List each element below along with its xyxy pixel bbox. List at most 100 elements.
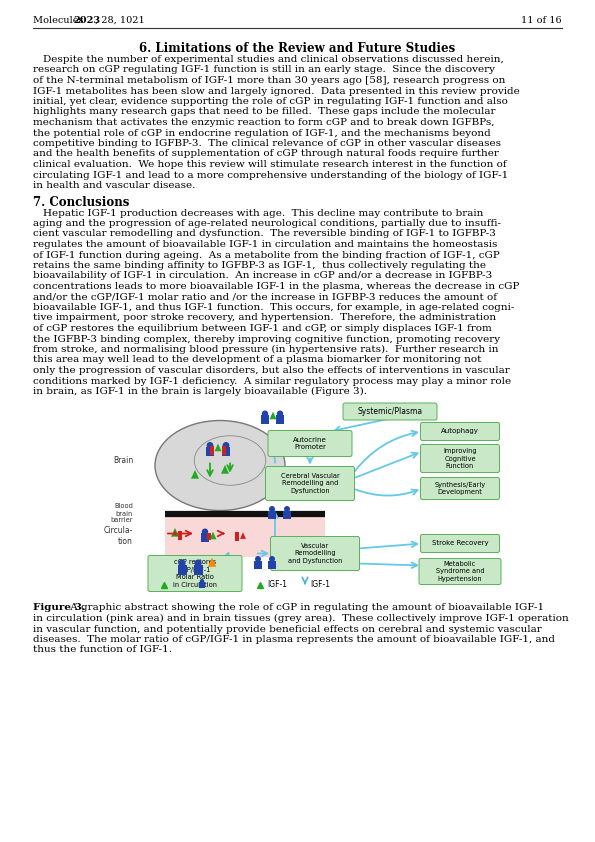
Bar [201,533,209,542]
Polygon shape [165,515,325,557]
Text: aging and the progression of age-related neurological conditions, partially due : aging and the progression of age-related… [33,219,501,228]
Text: Synthesis/Early
Development: Synthesis/Early Development [434,482,486,495]
Text: IGF-1 metabolites has been slow and largely ignored.  Data presented in this rev: IGF-1 metabolites has been slow and larg… [33,87,520,95]
Text: 7. Conclusions: 7. Conclusions [33,195,129,209]
Circle shape [195,559,202,567]
Bar [268,561,275,568]
Text: Blood
brain
barrier: Blood brain barrier [111,504,133,524]
Circle shape [269,506,275,512]
Text: highlights many research gaps that need to be filled.  These gaps include the mo: highlights many research gaps that need … [33,108,496,116]
Text: conditions marked by IGF-1 deficiency.  A similar regulatory process may play a : conditions marked by IGF-1 deficiency. A… [33,376,511,386]
Circle shape [277,411,283,417]
Text: 6. Limitations of the Review and Future Studies: 6. Limitations of the Review and Future … [139,42,455,55]
FancyBboxPatch shape [421,477,499,499]
Polygon shape [209,531,217,539]
Text: of the N-terminal metabolism of IGF-1 more than 30 years ago [58], research prog: of the N-terminal metabolism of IGF-1 mo… [33,76,505,85]
Text: initial, yet clear, evidence supporting the role of cGP in regulating IGF-1 func: initial, yet clear, evidence supporting … [33,97,508,106]
Bar [268,510,275,519]
Circle shape [223,442,230,449]
Circle shape [255,556,261,562]
Polygon shape [171,528,179,536]
FancyBboxPatch shape [271,536,359,571]
FancyBboxPatch shape [421,423,499,440]
Text: competitive binding to IGFBP-3.  The clinical relevance of cGP in other vascular: competitive binding to IGFBP-3. The clin… [33,139,501,148]
FancyBboxPatch shape [421,535,499,552]
Text: A graphic abstract showing the role of cGP in regulating the amount of bioavaila: A graphic abstract showing the role of c… [67,604,544,612]
Text: IGF-1: IGF-1 [267,580,287,589]
Text: Improving
Cognitive
Function: Improving Cognitive Function [443,448,477,469]
Text: thus the function of IGF-1.: thus the function of IGF-1. [33,646,172,654]
Text: only the progression of vascular disorders, but also the effects of intervention: only the progression of vascular disorde… [33,366,510,375]
FancyBboxPatch shape [268,430,352,456]
FancyBboxPatch shape [421,445,499,472]
Text: in vascular function, and potentially provide beneficial effects on cerebral and: in vascular function, and potentially pr… [33,625,542,633]
Text: Molecules: Molecules [33,16,87,25]
Text: from stroke, and normalising blood pressure (in hypertensive rats).  Further res: from stroke, and normalising blood press… [33,345,499,354]
Bar [223,446,226,455]
Text: Circula-
tion: Circula- tion [104,526,133,546]
Text: tive impairment, poor stroke recovery, and hypertension.  Therefore, the adminis: tive impairment, poor stroke recovery, a… [33,313,496,322]
Bar [261,415,269,424]
Text: the IGFBP-3 binding complex, thereby improving cognitive function, promoting rec: the IGFBP-3 binding complex, thereby imp… [33,334,500,344]
FancyBboxPatch shape [148,556,242,591]
Ellipse shape [155,420,285,510]
Polygon shape [240,532,246,539]
Text: circulating IGF-1 and lead to a more comprehensive understanding of the biology : circulating IGF-1 and lead to a more com… [33,170,508,179]
Bar [222,447,230,456]
Text: cGP restores
cGP/IGF-1
Molar Ratio
in Circulation: cGP restores cGP/IGF-1 Molar Ratio in Ci… [173,559,217,588]
Polygon shape [221,465,229,474]
Text: Autocrine
Promoter: Autocrine Promoter [293,437,327,450]
Text: Hepatic IGF-1 production decreases with age.  This decline may contribute to bra: Hepatic IGF-1 production decreases with … [43,209,483,217]
Text: Vascular
Remodelling
and Dysfunction: Vascular Remodelling and Dysfunction [288,543,342,564]
Text: bioavailable IGF-1, and thus IGF-1 function.  This occurs, for example, in age-r: bioavailable IGF-1, and thus IGF-1 funct… [33,303,514,312]
Text: regulates the amount of bioavailable IGF-1 in circulation and maintains the home: regulates the amount of bioavailable IGF… [33,240,497,249]
Bar [254,561,262,568]
Bar [177,565,186,575]
Polygon shape [270,412,277,419]
Bar [276,415,284,424]
Bar [210,446,214,455]
Bar [283,510,291,519]
Circle shape [202,529,208,535]
Text: cGP: cGP [171,580,186,589]
Text: 11 of 16: 11 of 16 [521,16,562,25]
Text: mechanism that activates the enzymic reaction to form cGP and to break down IGFB: mechanism that activates the enzymic rea… [33,118,494,127]
Text: in brain, as IGF-1 in the brain is largely bioavailable (Figure 3).: in brain, as IGF-1 in the brain is large… [33,387,367,396]
Text: Despite the number of experimental studies and clinical observations discussed h: Despite the number of experimental studi… [43,55,504,64]
Text: this area may well lead to the development of a plasma biomarker for monitoring : this area may well lead to the developme… [33,355,481,365]
Bar [193,565,202,575]
Circle shape [178,559,186,567]
Polygon shape [173,530,177,536]
Text: Figure 3.: Figure 3. [33,604,86,612]
Text: retains the same binding affinity to IGFBP-3 as IGF-1,  thus collectively regula: retains the same binding affinity to IGF… [33,261,486,270]
FancyBboxPatch shape [343,403,437,420]
Text: of cGP restores the equilibrium between IGF-1 and cGP, or simply displaces IGF-1: of cGP restores the equilibrium between … [33,324,491,333]
Bar [235,532,239,541]
Circle shape [206,442,214,449]
Text: bioavailability of IGF-1 in circulation.  An increase in cGP and/or a decrease i: bioavailability of IGF-1 in circulation.… [33,271,492,280]
FancyBboxPatch shape [419,558,501,584]
Polygon shape [215,444,221,451]
Text: in circulation (pink area) and in brain tissues (grey area).  These collectively: in circulation (pink area) and in brain … [33,614,569,623]
Circle shape [262,411,268,417]
Text: Stroke Recovery: Stroke Recovery [432,541,488,546]
Polygon shape [208,557,216,567]
Text: in health and vascular disease.: in health and vascular disease. [33,181,195,190]
Text: and/or the cGP/IGF-1 molar ratio and /or the increase in IGFBP-3 reduces the amo: and/or the cGP/IGF-1 molar ratio and /or… [33,292,497,301]
Text: IGFBP-3: IGFBP-3 [212,580,242,589]
Text: clinical evaluation.  We hope this review will stimulate research interest in th: clinical evaluation. We hope this review… [33,160,506,169]
Polygon shape [191,470,199,479]
FancyBboxPatch shape [265,466,355,500]
Text: Cerebral Vascular
Remodelling and
Dysfunction: Cerebral Vascular Remodelling and Dysfun… [281,473,339,494]
Text: the potential role of cGP in endocrine regulation of IGF-1, and the mechanisms b: the potential role of cGP in endocrine r… [33,129,491,137]
Circle shape [269,556,275,562]
Text: and the health benefits of supplementation of cGP through natural foods require : and the health benefits of supplementati… [33,150,499,158]
Circle shape [200,579,204,584]
Bar [178,531,181,540]
Text: cient vascular remodelling and dysfunction.  The reversible binding of IGF-1 to : cient vascular remodelling and dysfuncti… [33,230,496,238]
Text: Autophagy: Autophagy [441,429,479,434]
Circle shape [284,506,290,512]
Text: Metabolic
Syndrome and
Hypertension: Metabolic Syndrome and Hypertension [436,561,484,582]
Text: IGF-1: IGF-1 [310,580,330,589]
Text: , 28, 1021: , 28, 1021 [95,16,145,25]
